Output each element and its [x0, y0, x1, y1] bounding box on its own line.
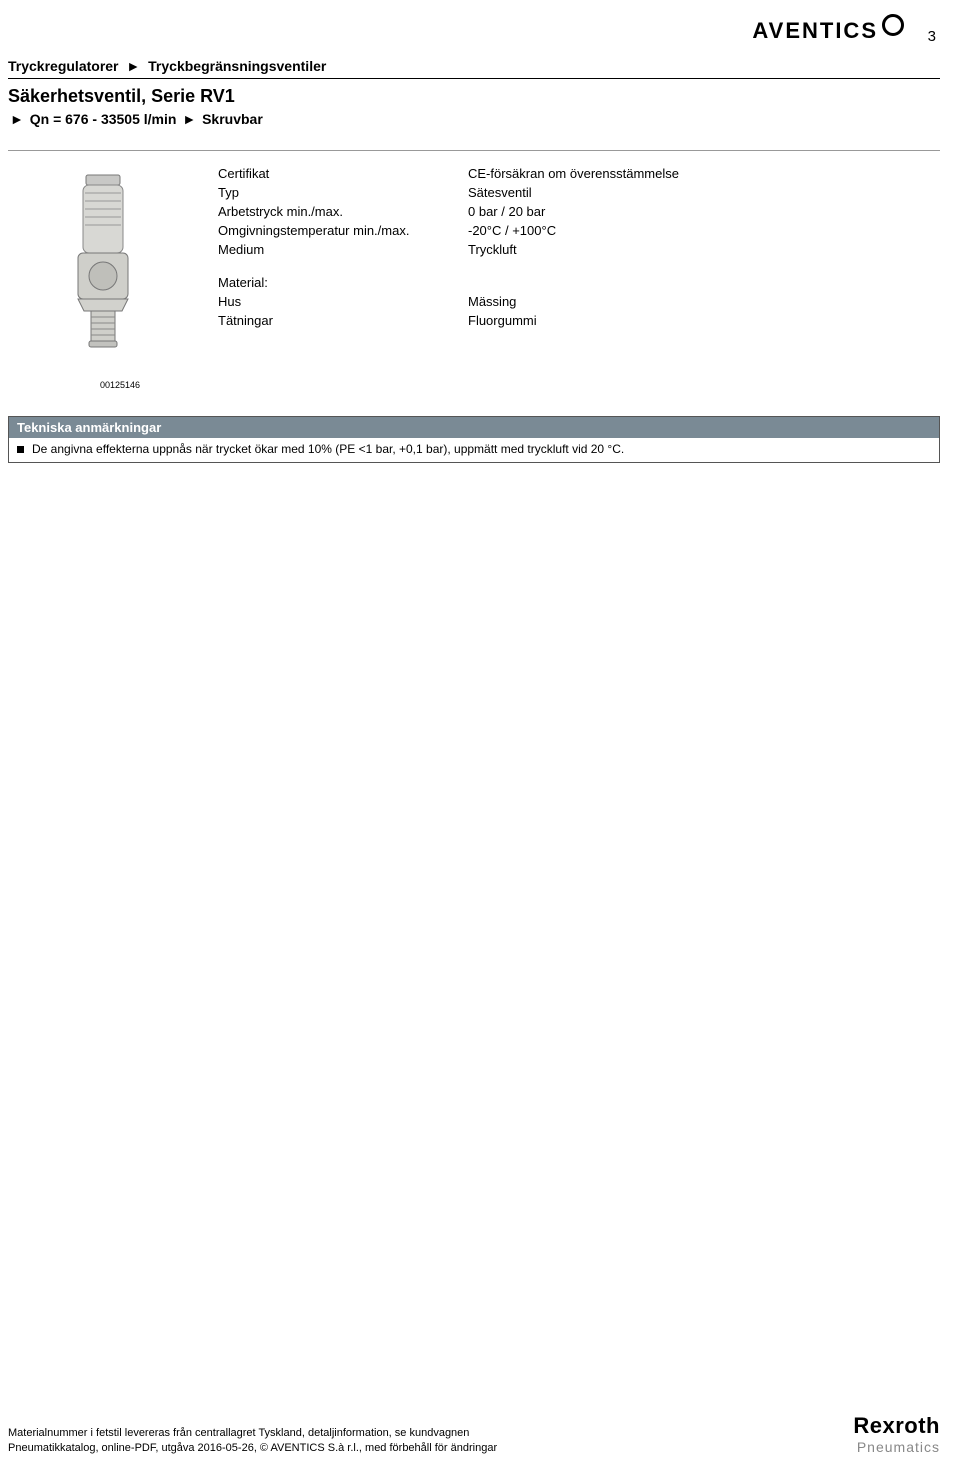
- footer-line1: Materialnummer i fetstil levereras från …: [8, 1426, 497, 1440]
- breadcrumb-part1: Tryckregulatorer: [8, 58, 119, 74]
- notes-box: Tekniska anmärkningar De angivna effekte…: [8, 416, 940, 463]
- title-block: Säkerhetsventil, Serie RV1 ► Qn = 676 - …: [8, 86, 263, 127]
- spec-value: Mässing: [468, 294, 940, 309]
- bullet-square-icon: [17, 446, 24, 453]
- product-region: Certifikat CE-försäkran om överensstämme…: [8, 166, 940, 366]
- breadcrumb: Tryckregulatorer ► Tryckbegränsningsvent…: [8, 58, 326, 74]
- spec-label: Tätningar: [218, 313, 468, 328]
- spec-label: Hus: [218, 294, 468, 309]
- divider-sub: [8, 150, 940, 151]
- spec-value: -20°C / +100°C: [468, 223, 940, 238]
- product-image: [8, 166, 198, 366]
- footer-logo-main: Rexroth: [853, 1413, 940, 1439]
- footer: Materialnummer i fetstil levereras från …: [8, 1413, 940, 1455]
- spec-label: Medium: [218, 242, 468, 257]
- spec-table: Certifikat CE-försäkran om överensstämme…: [218, 166, 940, 366]
- brand-logo-mark-icon: [882, 14, 904, 36]
- breadcrumb-sep-icon: ►: [126, 58, 140, 74]
- page-title: Säkerhetsventil, Serie RV1: [8, 86, 263, 107]
- footer-line2: Pneumatikkatalog, online-PDF, utgåva 201…: [8, 1441, 497, 1455]
- notes-text: De angivna effekterna uppnås när trycket…: [32, 442, 624, 456]
- spec-value: CE-försäkran om överensstämmelse: [468, 166, 940, 181]
- brand-logo: AVENTICS: [752, 18, 904, 44]
- valve-icon: [58, 171, 148, 361]
- notes-bullet: De angivna effekterna uppnås när trycket…: [17, 442, 931, 456]
- divider-top: [8, 78, 940, 79]
- spec-label: Arbetstryck min./max.: [218, 204, 468, 219]
- spec-label: Omgivningstemperatur min./max.: [218, 223, 468, 238]
- spec-value: Fluorgummi: [468, 313, 940, 328]
- spec-row: Material:: [218, 275, 940, 290]
- breadcrumb-part2: Tryckbegränsningsventiler: [148, 58, 326, 74]
- spec-row: Medium Tryckluft: [218, 242, 940, 257]
- footer-text: Materialnummer i fetstil levereras från …: [8, 1426, 497, 1455]
- subtitle: ► Qn = 676 - 33505 l/min ► Skruvbar: [8, 111, 263, 127]
- spec-row: Typ Sätesventil: [218, 185, 940, 200]
- spec-row: Tätningar Fluorgummi: [218, 313, 940, 328]
- footer-logo-sub: Pneumatics: [853, 1439, 940, 1455]
- spec-value: [468, 275, 940, 290]
- footer-logo: Rexroth Pneumatics: [853, 1413, 940, 1455]
- spec-label: Certifikat: [218, 166, 468, 181]
- spec-row: Hus Mässing: [218, 294, 940, 309]
- page-number: 3: [928, 28, 936, 45]
- subtitle-sep-icon: ►: [182, 111, 196, 127]
- spec-row: Certifikat CE-försäkran om överensstämme…: [218, 166, 940, 181]
- notes-body: De angivna effekterna uppnås när trycket…: [9, 438, 939, 462]
- spec-value: Sätesventil: [468, 185, 940, 200]
- brand-text: AVENTICS: [752, 18, 878, 44]
- spec-row: Omgivningstemperatur min./max. -20°C / +…: [218, 223, 940, 238]
- image-code: 00125146: [100, 380, 140, 390]
- subtitle-item1: Qn = 676 - 33505 l/min: [30, 111, 177, 127]
- subtitle-sep-icon: ►: [10, 111, 24, 127]
- material-header: Material:: [218, 275, 468, 290]
- spec-row: Arbetstryck min./max. 0 bar / 20 bar: [218, 204, 940, 219]
- spec-value: 0 bar / 20 bar: [468, 204, 940, 219]
- spec-label: Typ: [218, 185, 468, 200]
- spec-value: Tryckluft: [468, 242, 940, 257]
- notes-header: Tekniska anmärkningar: [9, 417, 939, 438]
- subtitle-item2: Skruvbar: [202, 111, 263, 127]
